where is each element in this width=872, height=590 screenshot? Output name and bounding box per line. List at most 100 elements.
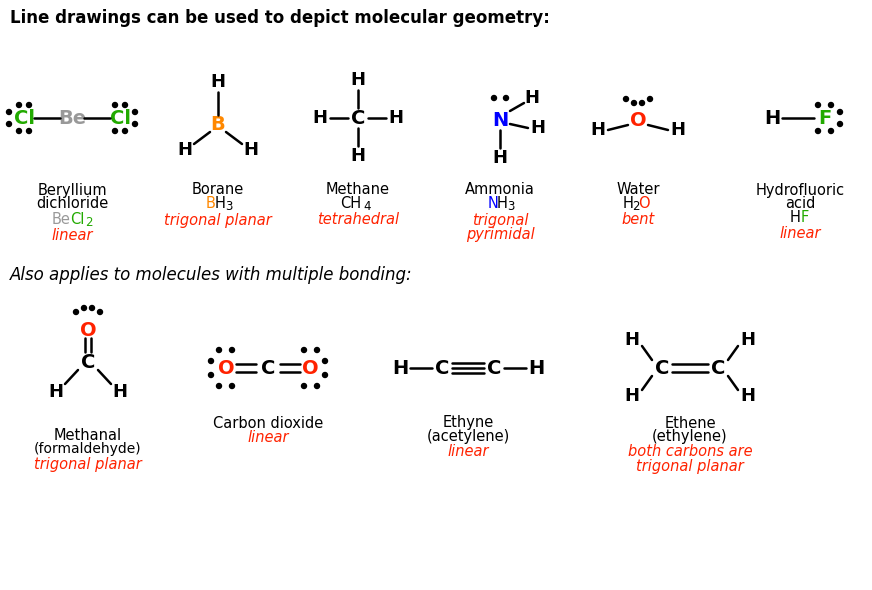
Text: C: C: [435, 359, 449, 378]
Text: Cl: Cl: [70, 211, 85, 227]
Text: bent: bent: [622, 212, 655, 228]
Circle shape: [26, 129, 31, 133]
Text: H: H: [178, 141, 193, 159]
Text: H: H: [789, 211, 800, 225]
Text: N: N: [487, 196, 499, 211]
Circle shape: [81, 306, 86, 310]
Text: Be: Be: [51, 211, 71, 227]
Text: trigonal planar: trigonal planar: [164, 212, 272, 228]
Circle shape: [208, 372, 214, 378]
Text: H: H: [215, 196, 226, 211]
Circle shape: [133, 122, 138, 126]
Text: H: H: [210, 73, 226, 91]
Text: B: B: [211, 114, 225, 133]
Circle shape: [133, 110, 138, 114]
Text: Be: Be: [58, 109, 86, 127]
Text: 3: 3: [225, 201, 233, 214]
Text: (ethylene): (ethylene): [652, 430, 728, 444]
Text: H: H: [312, 109, 328, 127]
Text: linear: linear: [447, 444, 488, 460]
Circle shape: [98, 310, 103, 314]
Circle shape: [208, 359, 214, 363]
Text: 2: 2: [85, 215, 92, 228]
Circle shape: [837, 110, 842, 114]
Circle shape: [122, 129, 127, 133]
Circle shape: [6, 122, 11, 126]
Circle shape: [229, 384, 235, 388]
Text: H: H: [671, 121, 685, 139]
Circle shape: [17, 129, 22, 133]
Text: H: H: [623, 196, 633, 211]
Text: acid: acid: [785, 196, 815, 211]
Text: linear: linear: [51, 228, 92, 242]
Text: Cl: Cl: [110, 109, 131, 127]
Circle shape: [229, 348, 235, 352]
Text: O: O: [638, 196, 650, 211]
Text: Beryllium: Beryllium: [37, 182, 106, 198]
Text: pyrimidal: pyrimidal: [466, 227, 535, 241]
Circle shape: [73, 310, 78, 314]
Text: H: H: [112, 383, 127, 401]
Text: Ethene: Ethene: [664, 415, 716, 431]
Text: 4: 4: [364, 201, 371, 214]
Text: H: H: [528, 359, 544, 378]
Circle shape: [815, 103, 821, 107]
Text: Ammonia: Ammonia: [465, 182, 535, 198]
Circle shape: [315, 348, 319, 352]
Text: C: C: [711, 359, 726, 378]
Text: trigonal planar: trigonal planar: [637, 458, 744, 474]
Text: C: C: [81, 352, 95, 372]
Circle shape: [302, 348, 306, 352]
Circle shape: [122, 103, 127, 107]
Circle shape: [639, 100, 644, 106]
Circle shape: [90, 306, 94, 310]
Text: Cl: Cl: [13, 109, 35, 127]
Circle shape: [6, 110, 11, 114]
Text: F: F: [800, 211, 809, 225]
Circle shape: [112, 129, 118, 133]
Circle shape: [828, 129, 834, 133]
Text: H: H: [740, 387, 755, 405]
Text: CH: CH: [340, 196, 362, 211]
Text: C: C: [261, 359, 276, 378]
Text: C: C: [655, 359, 669, 378]
Text: H: H: [590, 121, 605, 139]
Text: Methane: Methane: [326, 182, 390, 198]
Circle shape: [17, 103, 22, 107]
Text: H: H: [392, 359, 408, 378]
Text: O: O: [302, 359, 318, 378]
Text: trigonal: trigonal: [472, 212, 528, 228]
Text: O: O: [218, 359, 235, 378]
Text: C: C: [351, 109, 365, 127]
Text: H: H: [351, 71, 365, 89]
Circle shape: [315, 384, 319, 388]
Text: linear: linear: [248, 431, 289, 445]
Text: H: H: [351, 147, 365, 165]
Text: Line drawings can be used to depict molecular geometry:: Line drawings can be used to depict mole…: [10, 9, 550, 27]
Text: H: H: [530, 119, 546, 137]
Text: H: H: [496, 196, 508, 211]
Text: C: C: [487, 359, 501, 378]
Circle shape: [216, 384, 221, 388]
Text: H: H: [624, 387, 639, 405]
Circle shape: [216, 348, 221, 352]
Circle shape: [631, 100, 637, 106]
Text: H: H: [740, 331, 755, 349]
Text: Also applies to molecules with multiple bonding:: Also applies to molecules with multiple …: [10, 266, 412, 284]
Text: linear: linear: [780, 225, 821, 241]
Text: F: F: [819, 109, 832, 127]
Text: 3: 3: [508, 201, 514, 214]
Text: O: O: [79, 320, 96, 339]
Text: (formaldehyde): (formaldehyde): [34, 442, 142, 456]
Circle shape: [302, 384, 306, 388]
Text: trigonal planar: trigonal planar: [34, 457, 142, 471]
Circle shape: [828, 103, 834, 107]
Circle shape: [648, 97, 652, 101]
Text: Water: Water: [617, 182, 660, 198]
Text: (acetylene): (acetylene): [426, 430, 509, 444]
Text: Borane: Borane: [192, 182, 244, 198]
Text: N: N: [492, 110, 508, 129]
Text: H: H: [624, 331, 639, 349]
Circle shape: [623, 97, 629, 101]
Text: H: H: [49, 383, 64, 401]
